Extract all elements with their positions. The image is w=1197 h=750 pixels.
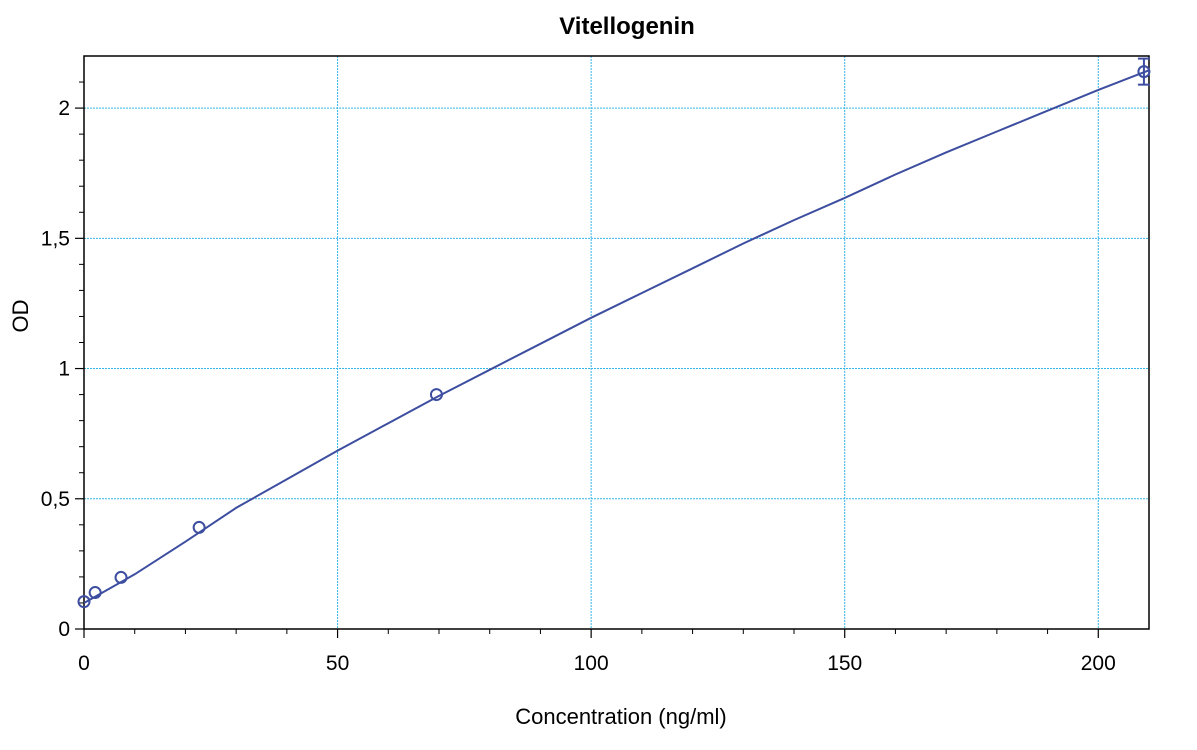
x-tick-label: 150 — [827, 652, 862, 675]
grid — [84, 56, 1149, 629]
x-tick-label: 50 — [326, 652, 349, 675]
data-points-layer — [77, 57, 1151, 609]
x-tick-label: 0 — [78, 652, 90, 675]
plot-frame — [83, 55, 1150, 630]
y-tick-label: 2 — [58, 97, 70, 120]
y-tick-label: 0 — [58, 618, 70, 641]
y-tick-label: 0,5 — [41, 488, 70, 511]
y-tick-label: 1 — [58, 358, 70, 381]
x-axis: 0 50 100 150 200 — [78, 629, 1116, 675]
y-tick-label: 1,5 — [41, 227, 70, 250]
y-axis-label: OD — [8, 300, 33, 333]
x-axis-label: Concentration (ng/ml) — [515, 704, 727, 729]
x-tick-label: 100 — [574, 652, 609, 675]
chart-title: Vitellogenin — [559, 13, 695, 40]
x-tick-label: 200 — [1081, 652, 1116, 675]
data-point — [1137, 65, 1151, 79]
data-point — [192, 520, 206, 534]
data-point — [88, 586, 102, 600]
data-point — [77, 595, 91, 609]
data-point — [114, 570, 128, 584]
y-axis: 0 0,5 1 1,5 2 — [41, 81, 84, 641]
fit-curve — [83, 69, 1150, 604]
data-point — [429, 388, 443, 402]
fit-curve-layer — [83, 69, 1150, 604]
